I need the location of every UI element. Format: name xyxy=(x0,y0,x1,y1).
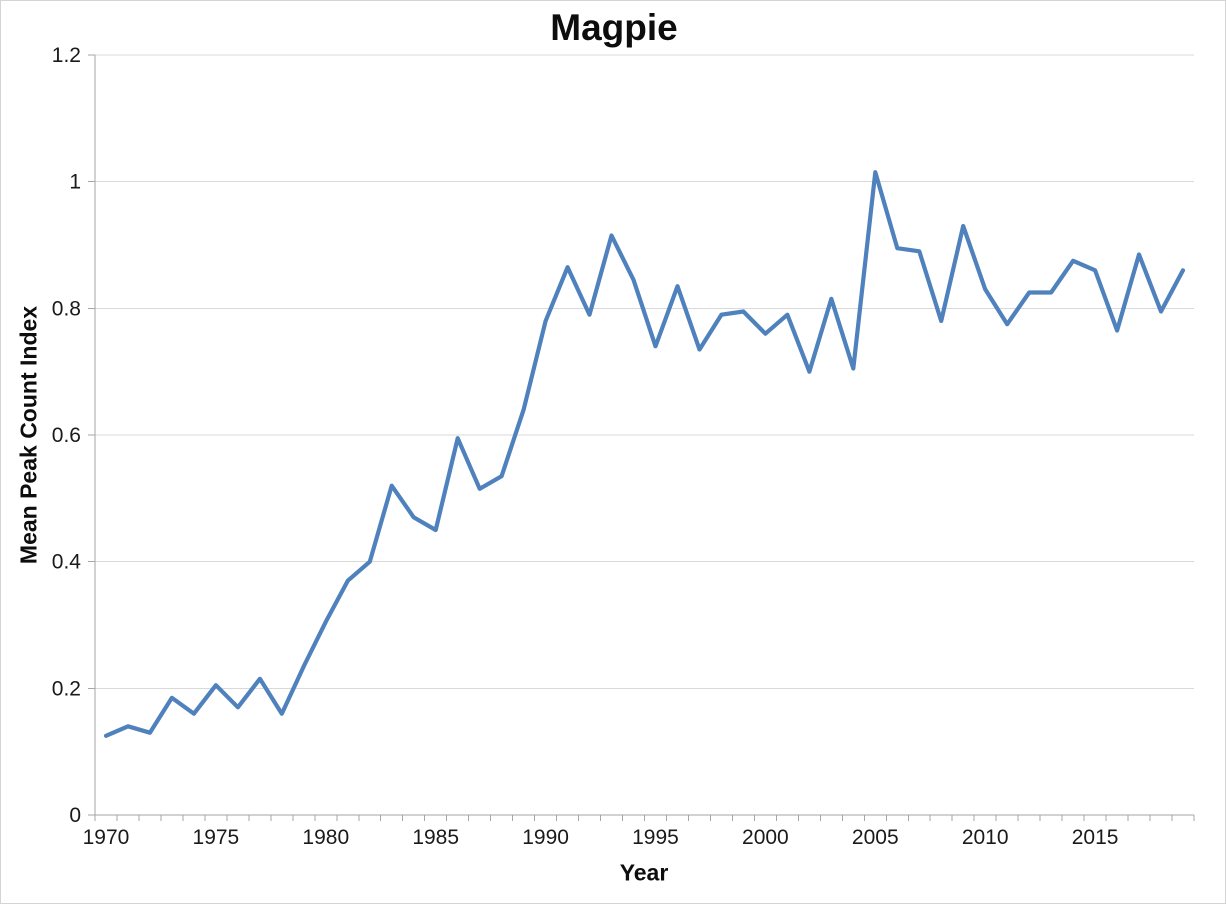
y-tick-label: 0.6 xyxy=(52,424,81,447)
y-tick-label: 0.8 xyxy=(52,297,81,320)
y-tick-label: 1 xyxy=(69,171,81,194)
y-tick-label: 0 xyxy=(69,804,81,827)
x-tick-label: 1980 xyxy=(302,826,349,849)
x-tick-label: 1975 xyxy=(193,826,240,849)
x-tick-label: 2000 xyxy=(742,826,789,849)
x-tick-label: 1995 xyxy=(632,826,679,849)
data-series-line xyxy=(103,170,1186,738)
chart-title: Magpie xyxy=(550,7,678,48)
x-tick-label: 2005 xyxy=(852,826,899,849)
x-tick-label: 2010 xyxy=(962,826,1009,849)
x-tick-label: 1970 xyxy=(83,826,130,849)
y-tick-label: 1.2 xyxy=(52,44,81,67)
x-tick-label: 1985 xyxy=(412,826,459,849)
x-tick-label: 2015 xyxy=(1072,826,1119,849)
y-tick-label: 0.4 xyxy=(52,551,82,574)
y-tick-label: 0.2 xyxy=(52,677,81,700)
y-axis-title: Mean Peak Count Index xyxy=(15,305,42,565)
x-axis-title: Year xyxy=(619,859,669,886)
x-tick-label: 1990 xyxy=(522,826,569,849)
